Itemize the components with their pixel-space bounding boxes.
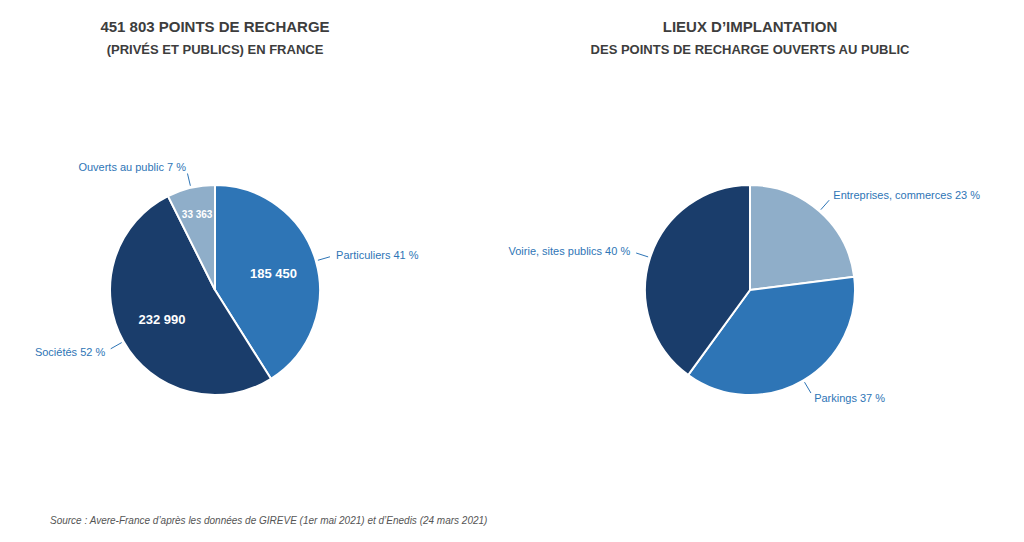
slice-annotation: Voirie, sites publics 40 % [508,245,630,257]
leader-line [821,200,829,209]
slice-annotation: Entreprises, commerces 23 % [833,189,980,201]
data-label: 33 363 [182,209,213,220]
leader-line [805,382,811,393]
data-label: 185 450 [250,266,297,281]
slice-annotation: Sociétés 52 % [35,346,106,358]
leader-line [318,257,330,260]
chart-title: LIEUX D’IMPLANTATION [663,18,837,35]
pie-slice [645,185,750,375]
chart-canvas: 451 803 POINTS DE RECHARGE (PRIVÉS ET PUB… [0,0,1024,542]
slice-annotation: Ouverts au public 7 % [78,161,186,173]
source-note: Source : Avere-France d’après les donnée… [50,515,487,526]
slice-annotation: Parkings 37 % [814,392,885,404]
slice-annotation: Particuliers 41 % [336,249,419,261]
chart-subtitle: DES POINTS DE RECHARGE OUVERTS AU PUBLIC [591,42,910,57]
pie-chart: LIEUX D’IMPLANTATION DES POINTS DE RECHAR… [508,18,980,404]
pie-chart: 451 803 POINTS DE RECHARGE (PRIVÉS ET PUB… [35,18,488,526]
leader-line [111,343,122,349]
data-label: 232 990 [138,312,185,327]
chart-subtitle: (PRIVÉS ET PUBLICS) EN FRANCE [107,42,324,57]
chart-title: 451 803 POINTS DE RECHARGE [100,18,329,35]
leader-line [636,253,648,257]
pie-slice [168,185,215,290]
leader-line [187,174,190,186]
